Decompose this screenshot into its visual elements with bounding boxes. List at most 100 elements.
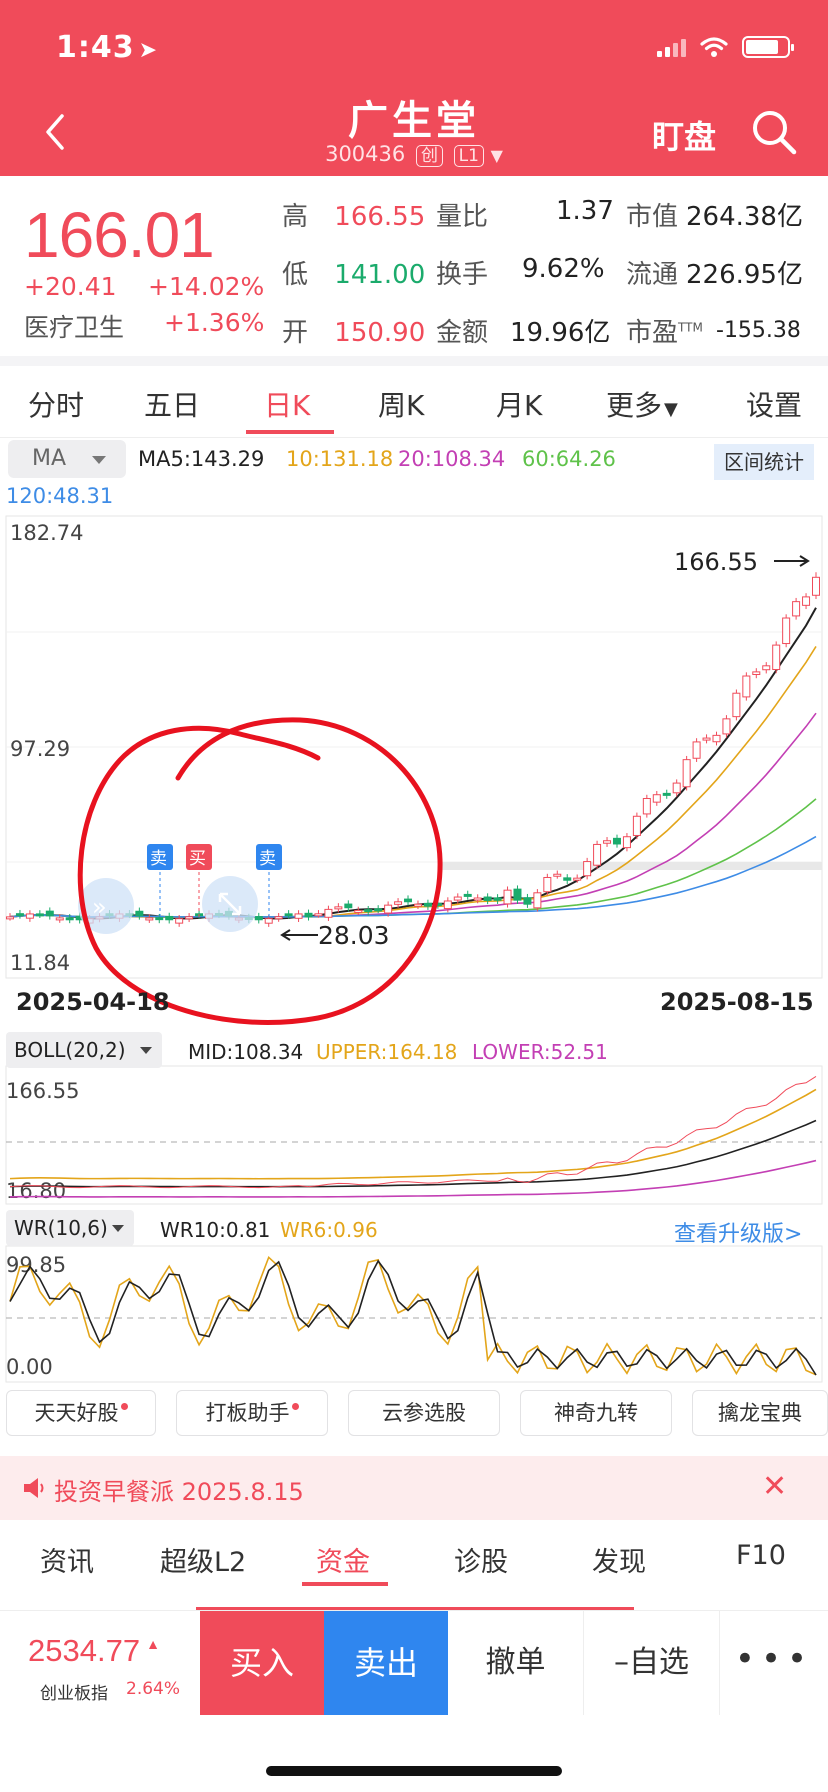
- boll-selector[interactable]: BOLL(20,2): [6, 1032, 162, 1068]
- quote-pe-sup: TTM: [678, 320, 703, 335]
- index-value[interactable]: 2534.77 ▲: [28, 1633, 160, 1669]
- tab-more[interactable]: 更多 ▼: [606, 384, 678, 424]
- chart-canvas[interactable]: 182.74 97.29 11.84 166.55 28.03 卖 买 卖 » …: [0, 0, 828, 1390]
- quote-vol-ratio: 1.37: [556, 196, 614, 226]
- candle-body: [702, 737, 711, 741]
- candle-body: [344, 903, 353, 909]
- candle-body: [603, 840, 612, 844]
- quote-amount-label-cell: 金额: [436, 312, 488, 349]
- candle-body: [782, 617, 791, 645]
- candle-body: [453, 896, 462, 901]
- megaphone-icon: [24, 1478, 44, 1498]
- tab-intraday[interactable]: 分时: [28, 389, 85, 422]
- tab-more-label: 更多: [606, 389, 663, 422]
- candle-body: [384, 904, 393, 914]
- cancel-order-button[interactable]: 撤单: [448, 1611, 584, 1715]
- tab-discover[interactable]: 发现: [592, 1547, 646, 1578]
- y-axis-bottom-label: 11.84: [10, 951, 70, 975]
- last-price: 166.01: [24, 199, 215, 271]
- scroll-progress-bar: [196, 1607, 634, 1610]
- tool-chip-cloud-picker[interactable]: 云参选股: [348, 1390, 500, 1436]
- candle-body: [404, 898, 413, 903]
- tool-chip-magic-nine[interactable]: 神奇九转: [520, 1390, 672, 1436]
- buy-signal-badge[interactable]: [186, 844, 212, 870]
- candle-body: [533, 892, 542, 909]
- ma-lines: [9, 607, 817, 920]
- quote-low-value: 141.00: [334, 260, 426, 290]
- candle-body: [155, 917, 164, 921]
- candle-body: [493, 897, 502, 901]
- sell-signal-label: 卖: [150, 849, 167, 869]
- search-icon[interactable]: [746, 104, 802, 160]
- sell-signal-badge[interactable]: [147, 844, 173, 870]
- caret-down-icon: [112, 1225, 124, 1232]
- candle-body: [264, 918, 273, 924]
- stock-code-row[interactable]: 300436 创 L1 ▼: [0, 142, 828, 167]
- boll-mid-legend: MID:108.34: [188, 1040, 304, 1064]
- watch-button[interactable]: 盯盘: [652, 118, 717, 156]
- candle-body: [165, 915, 174, 921]
- tab-super-l2[interactable]: 超级L2: [160, 1547, 247, 1578]
- buy-button[interactable]: 买入: [200, 1611, 324, 1715]
- sell-signal-badge[interactable]: [256, 844, 282, 870]
- candle-body: [463, 893, 472, 897]
- sector-name[interactable]: 医疗卫生: [24, 313, 125, 342]
- back-button[interactable]: [36, 104, 76, 160]
- quote-pe-label-cell: 市盈TTM: [626, 312, 703, 349]
- tab-capital[interactable]: 资金: [316, 1547, 370, 1578]
- clock-text: 1:43: [56, 30, 135, 65]
- tab-daily-k[interactable]: 日K: [264, 389, 311, 422]
- tab-five-day[interactable]: 五日: [144, 389, 201, 422]
- candle-body: [662, 792, 671, 796]
- quote-pe: -155.38: [716, 318, 801, 343]
- tool-chip-dragon-guide[interactable]: 擒龙宝典: [692, 1390, 828, 1436]
- sell-button[interactable]: 卖出: [324, 1611, 448, 1715]
- candle-body: [772, 644, 781, 670]
- fast-forward-icon: »: [92, 893, 107, 921]
- index-change-pct: 2.64%: [126, 1679, 181, 1699]
- fast-forward-button[interactable]: [78, 878, 134, 934]
- level-tag: L1: [453, 145, 484, 167]
- active-tab-indicator: [246, 430, 334, 434]
- tab-diagnosis[interactable]: 诊股: [454, 1547, 508, 1578]
- candle-body: [25, 913, 34, 919]
- location-arrow-icon: ➤: [138, 38, 159, 63]
- wr-selector[interactable]: WR(10,6): [6, 1210, 134, 1246]
- candle-body: [672, 782, 681, 794]
- candle-body: [652, 794, 661, 803]
- active-bottom-tab-indicator: [302, 1582, 388, 1586]
- more-options-icon[interactable]: •••: [734, 1639, 814, 1679]
- range-stats-button[interactable]: 区间统计: [714, 444, 814, 480]
- tool-chip-daily-stock[interactable]: 天天好股: [6, 1390, 156, 1436]
- tab-settings[interactable]: 设置: [746, 389, 803, 422]
- candle-body: [573, 877, 582, 881]
- wifi-icon: [700, 37, 728, 57]
- x-axis-end-label: 2025-08-15: [660, 988, 814, 1016]
- ma-selector[interactable]: MA: [8, 440, 126, 478]
- high-marker-arrowhead-icon: [799, 555, 810, 567]
- upgrade-link[interactable]: 查看升级版>: [674, 1222, 803, 1247]
- candle-body: [135, 910, 144, 917]
- quote-float: 226.95亿: [686, 260, 803, 290]
- remove-watchlist-button[interactable]: –自选: [584, 1611, 720, 1715]
- news-banner-text: 投资早餐派 2025.8.15: [54, 1478, 304, 1506]
- candle-body: [254, 916, 263, 921]
- tool-chip-limit-up-helper[interactable]: 打板助手: [176, 1390, 328, 1436]
- quote-panel: 166.01 +20.41 +14.02% 医疗卫生 +1.36% 高 166.…: [0, 176, 828, 366]
- candle-body: [304, 912, 313, 918]
- stock-name: 广生堂: [348, 98, 480, 144]
- tab-weekly-k[interactable]: 周K: [378, 389, 425, 422]
- tab-news[interactable]: 资讯: [40, 1547, 94, 1578]
- candle-body: [742, 675, 751, 698]
- wr-line: [9, 1259, 817, 1376]
- tab-f10[interactable]: F10: [736, 1540, 786, 1571]
- boll-frame: [5, 1065, 823, 1205]
- tab-monthly-k[interactable]: 月K: [496, 389, 543, 422]
- candle-body: [374, 908, 383, 912]
- news-banner[interactable]: 投资早餐派 2025.8.15 ✕: [0, 1456, 828, 1520]
- stock-code: 300436: [325, 142, 406, 166]
- candle-body: [413, 903, 422, 907]
- candle-body: [802, 596, 811, 606]
- wr-line: [9, 1255, 817, 1376]
- close-icon[interactable]: ✕: [762, 1469, 788, 1504]
